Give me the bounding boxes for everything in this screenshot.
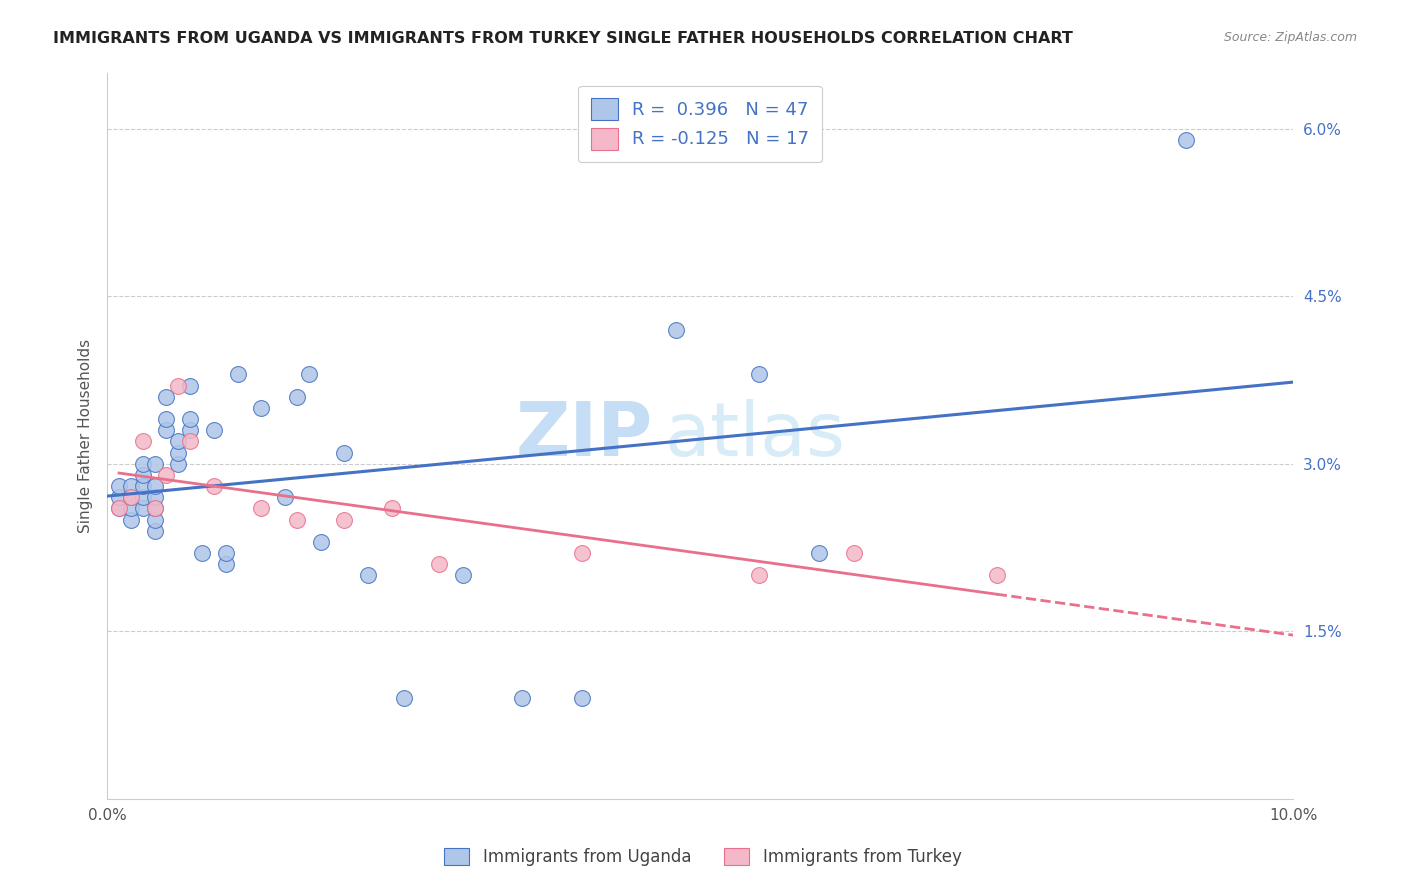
Point — [392, 691, 415, 706]
Point — [451, 568, 474, 582]
Point — [179, 423, 201, 437]
Point — [510, 691, 533, 706]
Point — [143, 501, 166, 516]
Y-axis label: Single Father Households: Single Father Households — [79, 339, 93, 533]
Point — [986, 568, 1008, 582]
Point — [1175, 133, 1198, 147]
Point — [333, 445, 356, 459]
Point — [132, 467, 155, 482]
Point — [298, 368, 321, 382]
Point — [120, 490, 142, 504]
Point — [202, 479, 225, 493]
Point — [202, 423, 225, 437]
Point — [143, 501, 166, 516]
Point — [285, 390, 308, 404]
Point — [120, 501, 142, 516]
Point — [381, 501, 404, 516]
Point — [274, 490, 297, 504]
Point — [167, 434, 190, 449]
Point — [108, 490, 131, 504]
Point — [191, 546, 214, 560]
Point — [155, 412, 177, 426]
Point — [167, 457, 190, 471]
Point — [108, 501, 131, 516]
Point — [844, 546, 866, 560]
Point — [748, 368, 770, 382]
Point — [665, 323, 688, 337]
Point — [250, 501, 273, 516]
Point — [143, 479, 166, 493]
Point — [143, 457, 166, 471]
Point — [571, 546, 593, 560]
Point — [132, 457, 155, 471]
Point — [132, 479, 155, 493]
Point — [226, 368, 249, 382]
Point — [132, 501, 155, 516]
Point — [215, 558, 238, 572]
Point — [167, 378, 190, 392]
Point — [309, 535, 332, 549]
Text: IMMIGRANTS FROM UGANDA VS IMMIGRANTS FROM TURKEY SINGLE FATHER HOUSEHOLDS CORREL: IMMIGRANTS FROM UGANDA VS IMMIGRANTS FRO… — [53, 31, 1073, 46]
Point — [250, 401, 273, 415]
Point — [179, 434, 201, 449]
Point — [143, 524, 166, 538]
Point — [143, 513, 166, 527]
Text: atlas: atlas — [665, 400, 845, 473]
Point — [132, 434, 155, 449]
Point — [143, 490, 166, 504]
Point — [120, 513, 142, 527]
Point — [108, 479, 131, 493]
Point — [132, 490, 155, 504]
Point — [571, 691, 593, 706]
Point — [120, 490, 142, 504]
Point — [120, 479, 142, 493]
Point — [357, 568, 380, 582]
Point — [748, 568, 770, 582]
Point — [167, 445, 190, 459]
Point — [427, 558, 450, 572]
Legend: R =  0.396   N = 47, R = -0.125   N = 17: R = 0.396 N = 47, R = -0.125 N = 17 — [578, 86, 823, 162]
Point — [155, 423, 177, 437]
Text: ZIP: ZIP — [516, 400, 652, 473]
Legend: Immigrants from Uganda, Immigrants from Turkey: Immigrants from Uganda, Immigrants from … — [437, 841, 969, 873]
Point — [155, 467, 177, 482]
Point — [155, 390, 177, 404]
Point — [179, 412, 201, 426]
Point — [285, 513, 308, 527]
Point — [215, 546, 238, 560]
Point — [333, 513, 356, 527]
Text: Source: ZipAtlas.com: Source: ZipAtlas.com — [1223, 31, 1357, 45]
Point — [807, 546, 830, 560]
Point — [108, 501, 131, 516]
Point — [179, 378, 201, 392]
